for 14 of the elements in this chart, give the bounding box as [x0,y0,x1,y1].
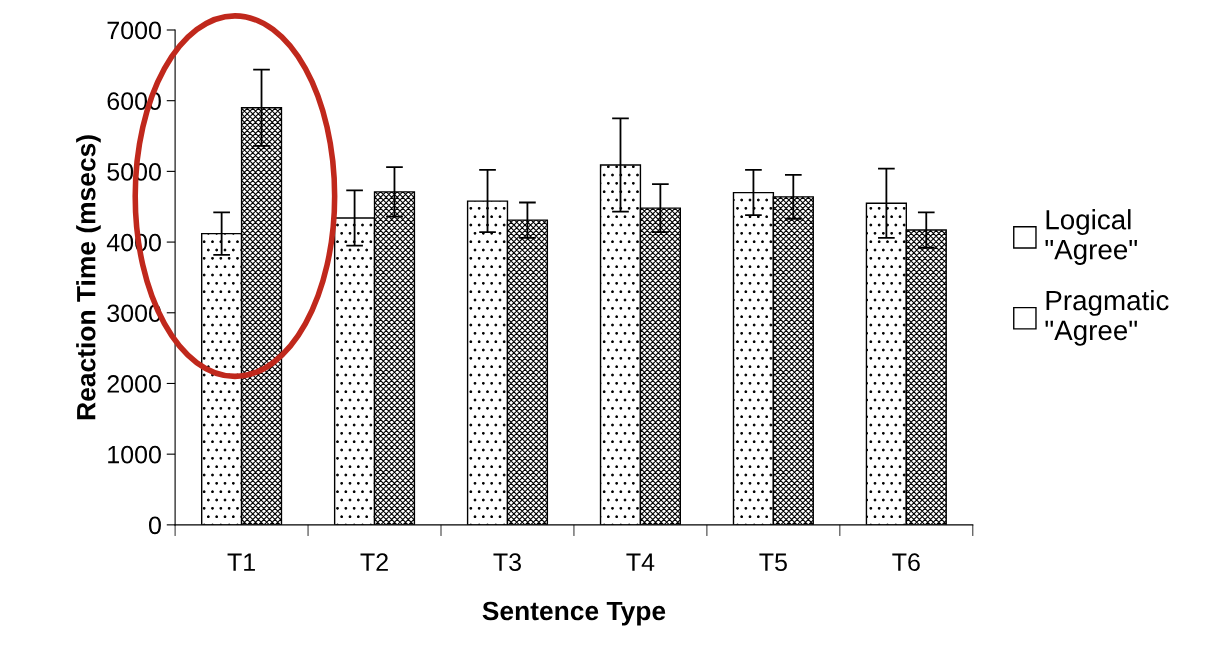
y-axis-title: Reaction Time (msecs) [76,135,101,420]
x-tick-label: T3 [493,553,521,571]
x-tick-label: T6 [892,553,920,571]
x-tick-label: T4 [626,553,655,571]
y-tick-label: 2000 [107,375,161,393]
x-tick-label: T5 [759,553,787,571]
y-tick-label: 0 [148,516,161,535]
x-tick-label: T2 [360,553,388,571]
x-axis-title: Sentence Type [482,601,666,626]
x-tick-label: T1 [227,553,255,571]
legend-label: Logical "Agree" [1045,209,1137,265]
y-tick-label: 1000 [108,445,161,464]
y-tick-label: 7000 [107,21,161,40]
legend-label: Pragmatic "Agree" [1045,289,1169,346]
